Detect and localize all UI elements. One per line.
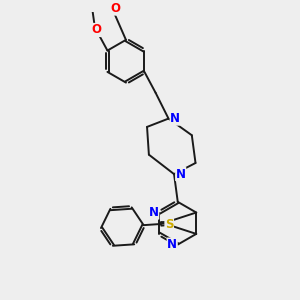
Text: N: N bbox=[170, 112, 180, 125]
Text: S: S bbox=[165, 218, 173, 231]
Text: O: O bbox=[92, 23, 102, 37]
Text: N: N bbox=[176, 168, 186, 181]
Text: N: N bbox=[149, 206, 159, 219]
Text: O: O bbox=[110, 2, 120, 15]
Text: N: N bbox=[167, 238, 177, 251]
